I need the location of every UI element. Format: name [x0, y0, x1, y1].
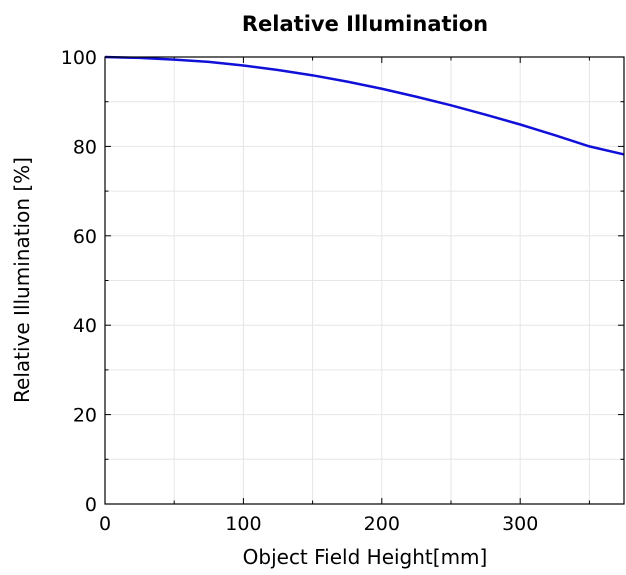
y-tick-label: 0	[85, 494, 97, 516]
plot-frame	[104, 56, 625, 505]
x-axis-label: Object Field Height[mm]	[243, 545, 488, 569]
x-tick-label: 100	[225, 513, 261, 535]
y-tick-label: 40	[73, 315, 97, 337]
tick-labels: 0 100 200 300 0 20 40 60 80 100	[61, 47, 539, 535]
relative-illumination-series	[104, 55, 625, 156]
y-tick-label: 20	[73, 405, 97, 427]
x-tick-label: 0	[99, 513, 111, 535]
y-axis-label: Relative Illumination [%]	[10, 157, 34, 403]
grid	[104, 56, 624, 505]
x-tick-label: 300	[502, 513, 538, 535]
y-tick-label: 60	[73, 226, 97, 248]
y-tick-label: 80	[73, 136, 97, 158]
chart-title: Relative Illumination	[242, 12, 488, 36]
series-layer	[104, 55, 625, 156]
y-tick-label: 100	[61, 47, 97, 69]
x-tick-label: 200	[364, 513, 400, 535]
